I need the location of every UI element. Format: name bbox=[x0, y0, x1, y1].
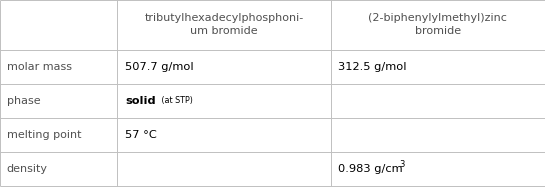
Text: 0.983 g/cm: 0.983 g/cm bbox=[338, 164, 403, 174]
Text: 57 °C: 57 °C bbox=[125, 130, 157, 140]
Text: phase: phase bbox=[7, 96, 40, 106]
Text: tributylhexadecylphosphoni-
um bromide: tributylhexadecylphosphoni- um bromide bbox=[144, 13, 304, 36]
Text: molar mass: molar mass bbox=[7, 62, 71, 72]
Text: 3: 3 bbox=[399, 160, 405, 169]
Text: (2-biphenylylmethyl)zinc
bromide: (2-biphenylylmethyl)zinc bromide bbox=[368, 13, 507, 36]
Text: (at STP): (at STP) bbox=[159, 96, 193, 105]
Text: melting point: melting point bbox=[7, 130, 81, 140]
Text: solid: solid bbox=[125, 96, 156, 106]
Text: 312.5 g/mol: 312.5 g/mol bbox=[338, 62, 407, 72]
Text: density: density bbox=[7, 164, 47, 174]
Text: 507.7 g/mol: 507.7 g/mol bbox=[125, 62, 194, 72]
